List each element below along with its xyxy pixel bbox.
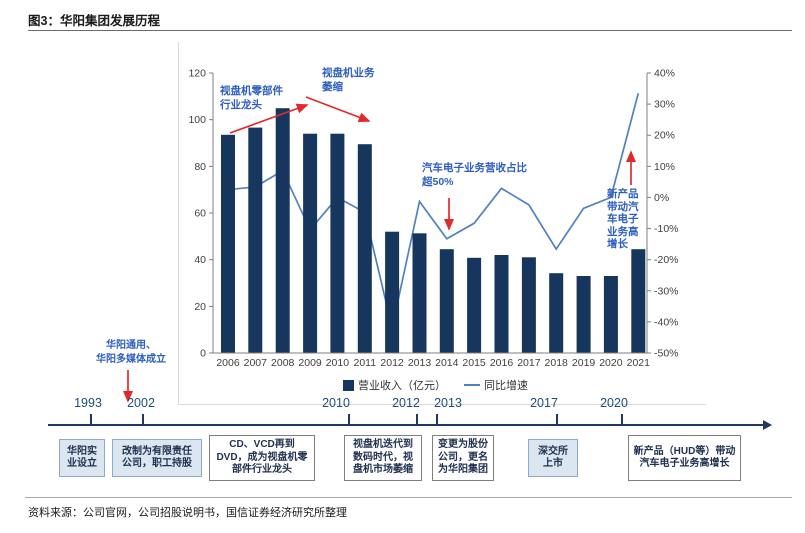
annotation-dvd-shrink: 视盘机业务 萎缩 <box>322 67 375 94</box>
legend-item-growth: 同比增速 <box>464 377 528 393</box>
timeline-tick <box>142 414 144 424</box>
event-box-1993: 华阳实业设立 <box>59 439 105 477</box>
event-box-2020: 新产品（HUD等）带动汽车电子业务高增长 <box>628 435 741 481</box>
x-axis-label: 2007 <box>244 357 268 369</box>
line-marker-icon <box>464 384 480 386</box>
legend-revenue-label: 营业收入（亿元） <box>358 380 446 392</box>
timeline-year-2012: 2012 <box>392 396 420 410</box>
right-axis-label: 0% <box>654 192 669 204</box>
chart-legend: 营业收入（亿元） 同比增速 <box>343 377 528 393</box>
x-axis-label: 2006 <box>216 357 240 369</box>
revenue-bar <box>357 144 372 353</box>
x-axis-label: 2010 <box>326 357 350 369</box>
bar-marker-icon <box>343 379 354 391</box>
annotation-new-products-growth: 新产品 带动汽 车电子 业务高 增长 <box>607 188 639 251</box>
left-axis-label: 120 <box>188 68 206 80</box>
x-axis-label: 2017 <box>517 357 541 369</box>
right-axis-label: -20% <box>654 254 679 266</box>
chart-image-frame <box>178 42 706 405</box>
revenue-bar <box>412 233 427 353</box>
timeline-year-2017: 2017 <box>530 396 558 410</box>
revenue-bar <box>576 276 591 353</box>
revenue-bar <box>631 249 646 353</box>
x-axis-label: 2018 <box>545 357 569 369</box>
revenue-bar <box>221 134 235 353</box>
revenue-bar <box>521 257 536 353</box>
footer-rule <box>25 497 792 498</box>
revenue-bar <box>494 255 509 353</box>
revenue-bar <box>549 273 564 353</box>
x-axis-label: 2016 <box>490 357 514 369</box>
title-rule <box>28 30 792 31</box>
revenue-bar <box>330 133 345 353</box>
right-axis-label: -40% <box>654 316 679 328</box>
timeline-year-2013: 2013 <box>434 396 462 410</box>
revenue-bar <box>467 257 482 353</box>
left-axis-label: 40 <box>194 254 206 266</box>
right-axis-label: 40% <box>654 68 675 80</box>
figure-title: 图3：华阳集团发展历程 <box>28 14 160 28</box>
timeline-tick <box>556 414 558 424</box>
x-axis-label: 2019 <box>572 357 596 369</box>
x-axis-label: 2015 <box>462 357 486 369</box>
x-axis-label: 2014 <box>435 357 459 369</box>
event-box-dvd: CD、VCD再到DVD，成为视盘机零部件行业龙头 <box>209 435 315 481</box>
timeline-axis <box>48 424 764 426</box>
revenue-bar <box>439 249 454 353</box>
left-axis-label: 100 <box>188 114 206 126</box>
right-axis-label: -50% <box>654 348 679 360</box>
revenue-bar <box>603 276 618 353</box>
x-axis-label: 2011 <box>354 357 377 369</box>
revenue-bar <box>275 108 290 353</box>
x-axis-label: 2012 <box>380 357 404 369</box>
left-axis-label: 0 <box>200 348 206 360</box>
timeline-tick <box>348 414 350 424</box>
revenue-bar <box>248 127 263 353</box>
timeline-arrowhead-icon <box>763 420 772 430</box>
legend-growth-label: 同比增速 <box>484 380 528 392</box>
right-axis-label: -10% <box>654 223 679 235</box>
timeline-year-2010: 2010 <box>322 396 350 410</box>
timeline-tick <box>621 414 623 424</box>
event-box-2002: 改制为有限责任公司，职工持股 <box>112 439 202 477</box>
timeline-tick <box>436 414 438 424</box>
timeline-year-2002: 2002 <box>127 396 155 410</box>
x-axis-label: 2008 <box>271 357 295 369</box>
x-axis-label: 2021 <box>627 357 651 369</box>
timeline-year-2020: 2020 <box>600 396 628 410</box>
event-box-2017: 深交所上市 <box>528 439 578 477</box>
source-note: 资料来源：公司官网，公司招股说明书，国信证券经济研究所整理 <box>28 507 347 519</box>
revenue-bar <box>303 133 318 353</box>
annotation-dvd-leader: 视盘机零部件 行业龙头 <box>220 85 283 112</box>
event-box-2013: 变更为股份公司，更名为华阳集团 <box>432 435 494 481</box>
left-axis-label: 80 <box>194 161 206 173</box>
right-axis-label: 30% <box>654 99 675 111</box>
x-axis-label: 2013 <box>408 357 432 369</box>
timeline-tick <box>90 414 92 424</box>
annotation-auto-electronics-50pct: 汽车电子业务营收占比 超50% <box>422 162 527 189</box>
legend-item-revenue: 营业收入（亿元） <box>343 377 446 393</box>
growth-line <box>227 92 640 328</box>
bar-line-chart: 120 100 80 60 40 20 0 40% 30% 20% 10% 0% -10% -20% -30… <box>188 68 679 370</box>
timeline-tick <box>416 414 418 424</box>
timeline-year-1993: 1993 <box>74 396 102 410</box>
right-axis-label: -30% <box>654 285 679 297</box>
right-axis-label: 20% <box>654 130 675 142</box>
x-axis-label: 2009 <box>298 357 322 369</box>
x-axis-label: 2020 <box>599 357 623 369</box>
left-axis-label: 60 <box>194 208 206 220</box>
annotation-huayang-founded: 华阳通用、 华阳多媒体成立 <box>96 340 166 365</box>
revenue-bar <box>385 231 400 353</box>
right-axis-label: 10% <box>654 161 675 173</box>
left-axis-label: 20 <box>194 301 206 313</box>
event-box-2010: 视盘机迭代到数码时代，视盘机市场萎缩 <box>344 435 422 481</box>
